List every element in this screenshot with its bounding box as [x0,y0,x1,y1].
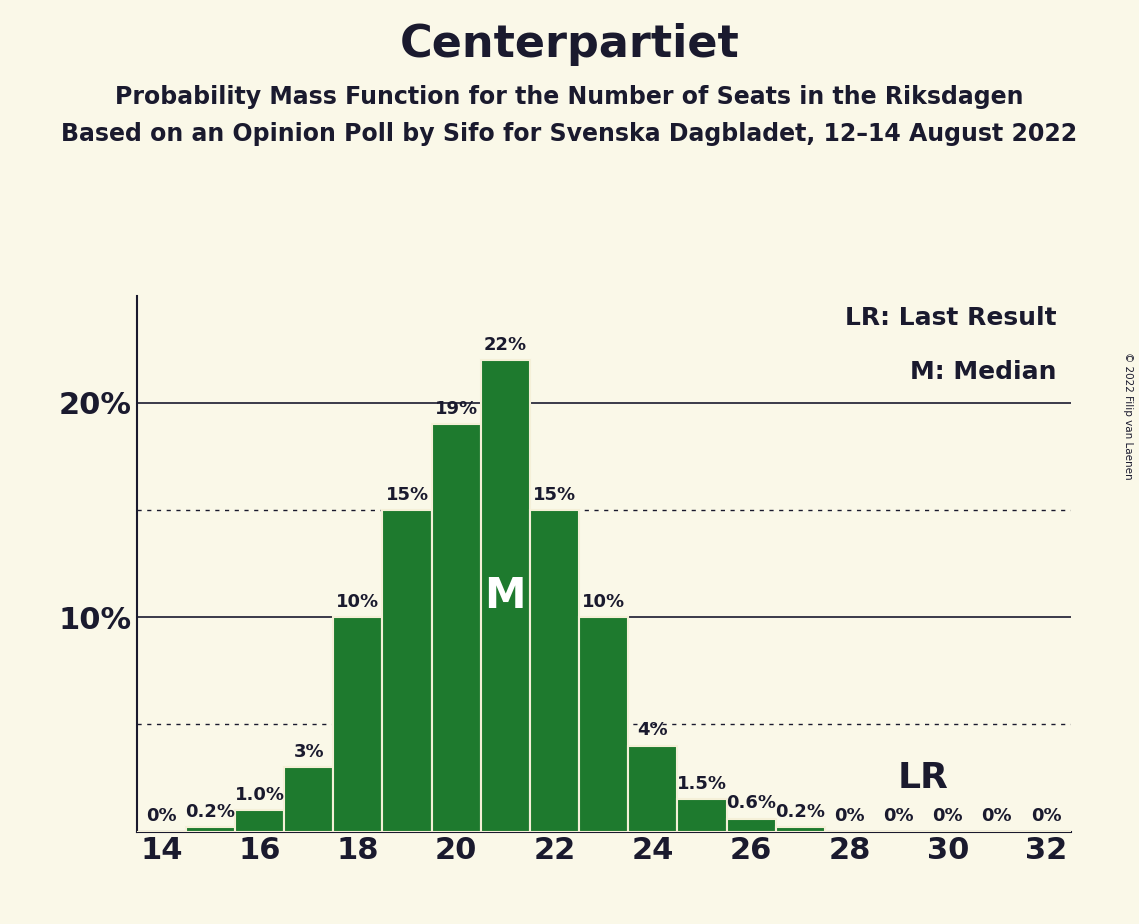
Bar [530,510,579,832]
Text: 0%: 0% [146,808,177,825]
Text: 0%: 0% [884,808,913,825]
Bar [678,799,727,832]
Text: 0.6%: 0.6% [727,795,776,812]
Text: 4%: 4% [638,722,669,739]
Text: 10%: 10% [336,593,379,611]
Bar [235,810,284,832]
Text: 0%: 0% [933,808,964,825]
Text: Probability Mass Function for the Number of Seats in the Riksdagen: Probability Mass Function for the Number… [115,85,1024,109]
Text: 1.0%: 1.0% [235,785,285,804]
Text: 3%: 3% [294,743,323,760]
Text: 0.2%: 0.2% [186,803,236,821]
Bar [383,510,432,832]
Text: M: Median: M: Median [910,360,1057,384]
Text: 0.2%: 0.2% [776,803,826,821]
Text: M: M [484,575,526,617]
Bar [186,827,235,832]
Text: 15%: 15% [385,486,428,504]
Text: © 2022 Filip van Laenen: © 2022 Filip van Laenen [1123,352,1133,480]
Bar [727,819,776,832]
Bar [284,767,334,832]
Text: Based on an Opinion Poll by Sifo for Svenska Dagbladet, 12–14 August 2022: Based on an Opinion Poll by Sifo for Sve… [62,122,1077,146]
Bar [481,360,530,832]
Bar [334,617,383,832]
Text: 0%: 0% [1031,808,1062,825]
Text: 1.5%: 1.5% [677,775,727,793]
Text: 0%: 0% [982,808,1013,825]
Text: 15%: 15% [533,486,576,504]
Bar [579,617,629,832]
Text: 0%: 0% [834,808,865,825]
Text: 22%: 22% [484,335,527,354]
Bar [432,424,481,832]
Bar [776,827,825,832]
Bar [629,746,678,832]
Text: LR: LR [898,761,949,795]
Text: LR: Last Result: LR: Last Result [845,307,1057,331]
Text: 19%: 19% [435,400,477,418]
Text: Centerpartiet: Centerpartiet [400,23,739,67]
Text: 10%: 10% [582,593,625,611]
